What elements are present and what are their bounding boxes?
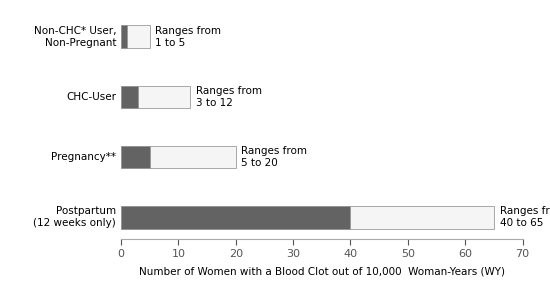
Text: Ranges from
40 to 65: Ranges from 40 to 65 xyxy=(499,206,550,228)
Text: Ranges from
5 to 20: Ranges from 5 to 20 xyxy=(241,146,307,168)
Text: Ranges from
1 to 5: Ranges from 1 to 5 xyxy=(156,26,222,48)
Bar xyxy=(121,206,350,229)
Text: Ranges from
3 to 12: Ranges from 3 to 12 xyxy=(196,86,262,108)
Bar xyxy=(350,206,494,229)
Bar xyxy=(121,86,138,108)
Bar xyxy=(150,146,236,168)
Bar xyxy=(121,25,126,48)
Bar xyxy=(138,86,190,108)
Bar xyxy=(121,146,150,168)
X-axis label: Number of Women with a Blood Clot out of 10,000  Woman-Years (WY): Number of Women with a Blood Clot out of… xyxy=(139,266,505,276)
Bar xyxy=(126,25,150,48)
